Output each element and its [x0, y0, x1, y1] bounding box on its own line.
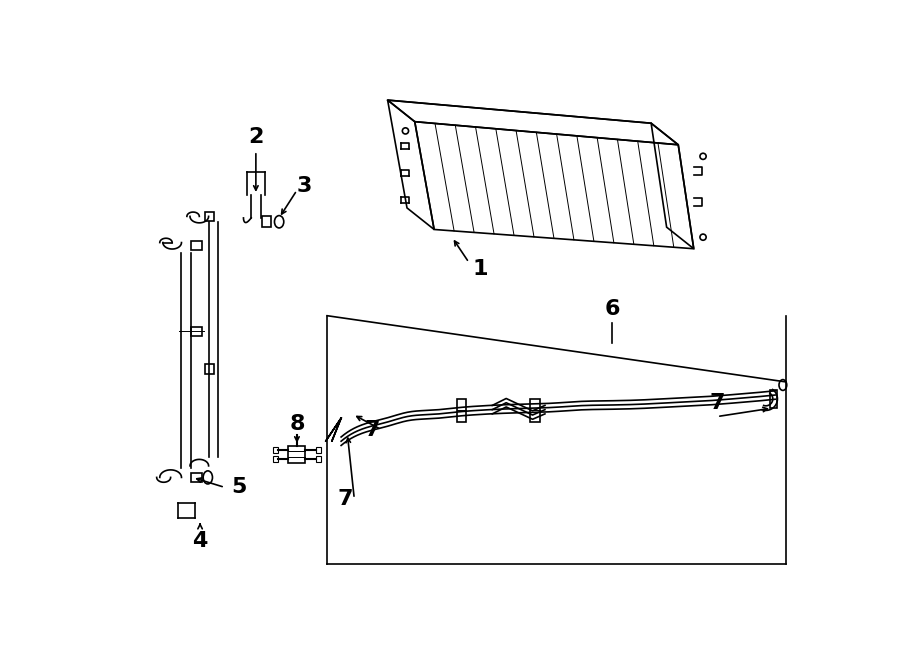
Bar	[273, 447, 277, 453]
Bar	[204, 364, 214, 373]
Text: 7: 7	[709, 393, 725, 412]
Text: 4: 4	[193, 531, 208, 551]
Text: 6: 6	[605, 299, 620, 319]
Bar	[530, 399, 539, 422]
Text: 5: 5	[231, 477, 247, 498]
Text: 2: 2	[248, 127, 264, 147]
Text: 7: 7	[364, 420, 380, 440]
Text: 1: 1	[472, 258, 489, 279]
Bar	[262, 216, 272, 227]
Text: 8: 8	[289, 414, 305, 434]
Bar	[316, 456, 321, 462]
Bar	[204, 212, 214, 221]
Bar	[191, 241, 202, 251]
Text: 3: 3	[296, 176, 311, 196]
Bar	[770, 389, 778, 408]
Text: 7: 7	[338, 489, 353, 509]
Bar	[273, 456, 277, 462]
Bar	[456, 399, 466, 422]
Bar	[191, 473, 202, 482]
Bar	[191, 327, 202, 336]
Bar	[288, 446, 305, 463]
Bar	[316, 447, 321, 453]
